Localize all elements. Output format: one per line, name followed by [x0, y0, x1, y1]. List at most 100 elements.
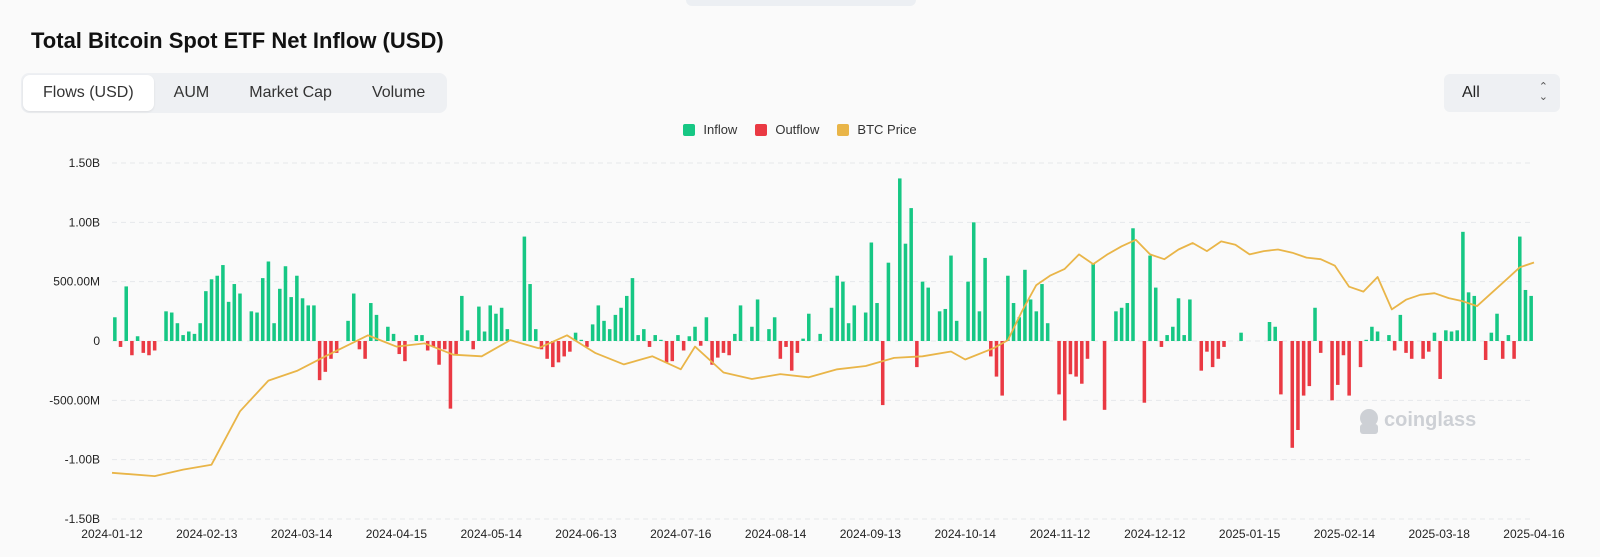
y-tick-label: 1.50B [69, 156, 100, 170]
x-tick-label: 2024-09-13 [840, 527, 902, 541]
outflow-bar [1074, 341, 1078, 377]
outflow-bar [710, 341, 714, 365]
outflow-bar [403, 341, 407, 362]
inflow-bar [164, 311, 168, 341]
outflow-bar [551, 341, 555, 368]
outflow-bar [317, 341, 322, 381]
inflow-bar [767, 329, 771, 341]
inflow-bar [1375, 331, 1380, 341]
x-tick-label: 2024-07-16 [650, 527, 712, 541]
outflow-bar [1500, 341, 1505, 359]
inflow-bar [1495, 313, 1499, 341]
outflow-bar [471, 341, 475, 350]
outflow-bar [915, 341, 919, 368]
metric-tabs: Flows (USD) AUM Market Cap Volume [21, 73, 448, 113]
outflow-bar [1216, 341, 1221, 359]
y-tick-label: 1.00B [69, 215, 100, 229]
inflow-bar [977, 311, 982, 341]
legend-item-outflow[interactable]: Outflow [755, 122, 819, 137]
inflow-bar [1091, 263, 1095, 341]
inflow-bar [1364, 339, 1368, 341]
range-select-value: All [1462, 84, 1480, 101]
inflow-bar [278, 288, 282, 341]
x-tick-label: 2024-06-13 [555, 527, 617, 541]
outflow-bar [1318, 341, 1323, 353]
inflow-bar [1370, 326, 1374, 341]
chevron-up-down-icon: ⌃ ⌄ [1538, 81, 1548, 103]
range-select[interactable]: All ⌃ ⌄ [1444, 74, 1560, 112]
outflow-bar [431, 341, 436, 347]
inflow-bar [863, 312, 868, 341]
inflow-bar [619, 307, 623, 341]
outflow-bar [152, 341, 157, 351]
tab-volume[interactable]: Volume [371, 84, 426, 101]
inflow-bar [226, 301, 231, 341]
tab-flows[interactable]: Flows (USD) [23, 75, 154, 111]
outflow-bar [437, 341, 441, 365]
x-tick-label: 2025-01-15 [1219, 527, 1281, 541]
outflow-bar [442, 341, 447, 350]
outflow-bar [1068, 341, 1073, 375]
inflow-bar [289, 297, 293, 341]
inflow-bar [198, 323, 202, 341]
inflow-bar [232, 284, 237, 341]
inflow-bar [733, 333, 737, 341]
legend-item-inflow[interactable]: Inflow [683, 122, 737, 137]
inflow-bar [369, 303, 373, 341]
tab-market-cap[interactable]: Market Cap [249, 84, 332, 101]
inflow-bar [1518, 236, 1522, 341]
page-title: Total Bitcoin Spot ETF Net Inflow (USD) [31, 28, 444, 53]
x-tick-label: 2025-03-18 [1409, 527, 1471, 541]
tab-aum[interactable]: AUM [173, 84, 210, 101]
outflow-bar [545, 341, 549, 359]
legend-label-outflow: Outflow [775, 122, 820, 137]
inflow-bar [266, 261, 271, 341]
chart-legend: Inflow Outflow BTC Price [0, 122, 1600, 137]
inflow-bar [113, 317, 117, 341]
inflow-bar [420, 335, 424, 341]
watermark-text: coinglass [1384, 409, 1476, 431]
outflow-swatch-icon [755, 123, 768, 136]
inflow-bar [630, 278, 635, 341]
outflow-bar [1210, 341, 1215, 368]
inflow-bar [1188, 299, 1192, 341]
outflow-bar [1307, 341, 1312, 387]
inflow-bar [653, 335, 657, 341]
outflow-bar [727, 341, 731, 356]
outflow-bar [1483, 341, 1488, 360]
inflow-bar [386, 326, 390, 341]
inflow-bar [687, 336, 692, 341]
y-tick-label: 500.00M [53, 275, 100, 289]
inflow-bar [204, 291, 208, 341]
inflow-bar [801, 338, 805, 341]
inflow-bar [181, 335, 185, 341]
inflow-bar [983, 257, 987, 341]
outflow-bar [1341, 341, 1346, 356]
inflow-bar [755, 299, 760, 341]
outflow-bar [681, 341, 686, 351]
legend-item-btc-price[interactable]: BTC Price [837, 122, 917, 137]
inflow-bar [215, 275, 219, 341]
inflow-bar [175, 323, 180, 341]
outflow-bar [329, 341, 333, 359]
inflow-bar [499, 307, 504, 341]
outflow-bar [562, 341, 566, 357]
inflow-bar [1387, 335, 1391, 341]
inflow-bar [886, 262, 891, 341]
inflow-bar [579, 339, 584, 341]
x-tick-label: 2024-03-14 [271, 527, 333, 541]
inflow-bar [738, 305, 743, 341]
inflow-bar [1267, 322, 1272, 341]
btc-price-swatch-icon [837, 123, 850, 136]
inflow-bar [1523, 289, 1528, 341]
outflow-bar [1102, 341, 1107, 410]
inflow-bar [221, 265, 225, 341]
inflow-bar [772, 317, 777, 341]
inflow-bar [1313, 307, 1317, 341]
inflow-bar [1045, 323, 1050, 341]
outflow-bar [425, 341, 430, 351]
inflow-bar [124, 286, 128, 341]
outflow-bar [397, 341, 402, 355]
inflow-bar [596, 305, 601, 341]
